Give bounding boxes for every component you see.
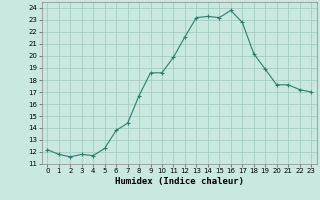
X-axis label: Humidex (Indice chaleur): Humidex (Indice chaleur) xyxy=(115,177,244,186)
